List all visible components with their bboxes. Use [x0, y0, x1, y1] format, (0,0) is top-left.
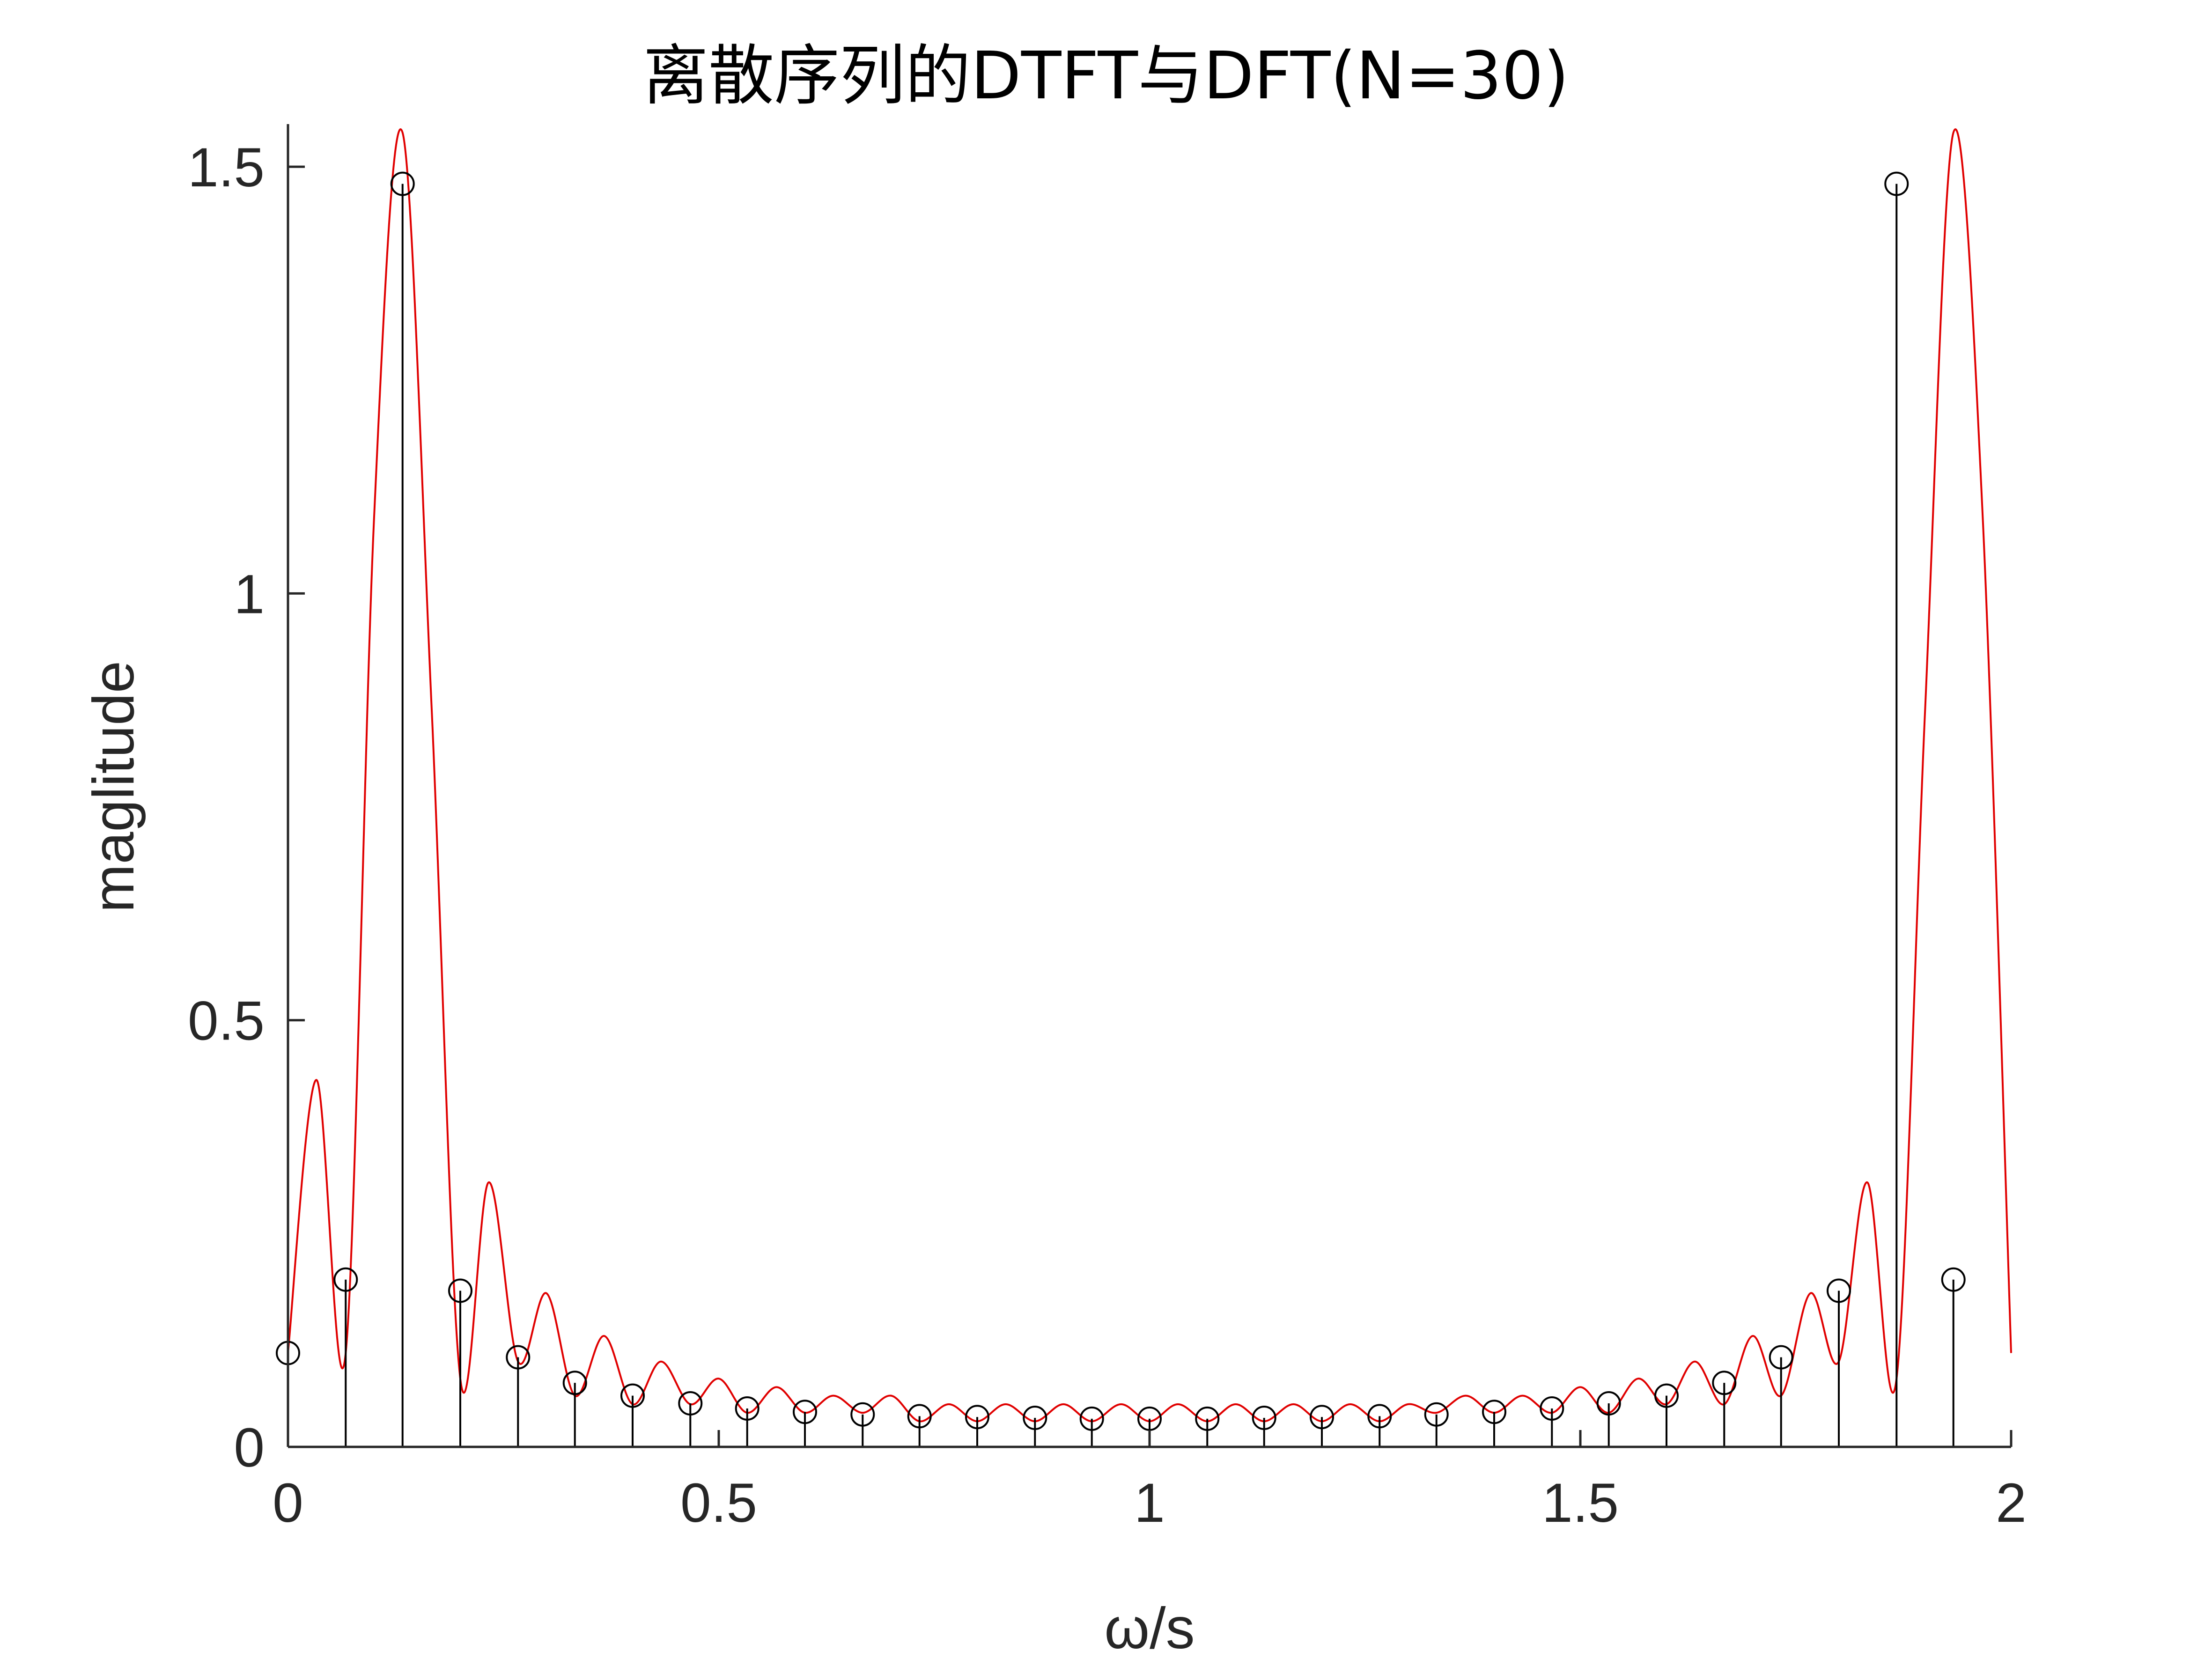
y-tick-label: 1 [234, 563, 265, 625]
y-tick-label: 0 [234, 1417, 265, 1479]
dft-point [620, 1383, 645, 1408]
x-tick-label: 1 [1134, 1472, 1165, 1534]
dft-point [1310, 1405, 1334, 1430]
dft-point [1079, 1406, 1104, 1431]
dft-point [1596, 1391, 1621, 1416]
dft-point [333, 1267, 358, 1292]
dft-point [965, 1405, 989, 1430]
x-tick-label: 1.5 [1542, 1472, 1619, 1534]
dft-point [390, 171, 415, 196]
dft-point [1424, 1402, 1449, 1427]
dtft-curve [287, 128, 2012, 1423]
y-tick-label: 0.5 [188, 990, 265, 1052]
dft-point [735, 1396, 759, 1421]
y-tick-label: 1.5 [188, 137, 265, 199]
x-tick-label: 0.5 [680, 1472, 757, 1534]
chart-title: 离散序列的DTFT与DFT(N=30) [643, 38, 1569, 114]
dft-point [1827, 1278, 1851, 1303]
dft-point [448, 1278, 472, 1303]
dft-point [1540, 1396, 1564, 1421]
x-tick-label: 2 [1996, 1472, 2027, 1534]
axes: 0 0.5 1 1.5 2 0 0.5 1 1.5 [188, 124, 2027, 1534]
dft-point [678, 1391, 703, 1416]
dft-point [1769, 1345, 1793, 1370]
dft-point [1712, 1371, 1737, 1395]
dft-point [1884, 171, 1909, 196]
dft-point [907, 1404, 932, 1429]
plot-area [276, 128, 2012, 1447]
dft-point [1023, 1406, 1047, 1430]
y-axis-label: maglitude [81, 661, 146, 913]
dft-point [850, 1402, 875, 1427]
dft-point [1482, 1400, 1506, 1424]
dft-point [562, 1371, 587, 1395]
dft-point [1367, 1404, 1392, 1429]
dft-point [1654, 1383, 1679, 1408]
dft-point [1137, 1406, 1162, 1431]
dft-point [793, 1400, 817, 1424]
dft-point [1252, 1406, 1276, 1430]
x-axis-label: ω/s [1104, 1596, 1194, 1659]
dft-point [1195, 1406, 1220, 1431]
x-tick-label: 0 [273, 1472, 303, 1534]
dft-point [506, 1345, 531, 1370]
dft-point [1941, 1267, 1966, 1292]
